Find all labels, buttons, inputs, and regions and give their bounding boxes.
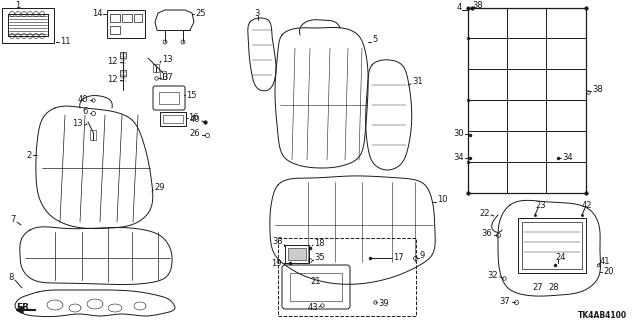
Text: 13: 13: [162, 55, 173, 65]
Text: 13: 13: [72, 119, 83, 129]
Bar: [278, 238, 416, 316]
Text: 11: 11: [60, 37, 70, 46]
Text: TK4AB4100: TK4AB4100: [578, 311, 627, 320]
Text: 33: 33: [272, 237, 283, 246]
Bar: [518, 218, 586, 273]
Text: 40: 40: [77, 94, 88, 103]
Text: 3: 3: [254, 10, 259, 19]
Text: 26: 26: [189, 130, 200, 139]
Text: 38: 38: [592, 85, 603, 94]
Text: 37: 37: [499, 298, 510, 307]
Text: 31: 31: [412, 77, 422, 86]
Bar: [120, 70, 126, 76]
Text: 25: 25: [195, 10, 205, 19]
Text: 8: 8: [8, 274, 14, 283]
Bar: [468, 8, 586, 193]
Text: 12: 12: [108, 58, 118, 67]
Text: 36: 36: [481, 229, 492, 238]
Text: 29: 29: [154, 183, 164, 193]
Text: 7: 7: [11, 215, 16, 225]
Text: 41: 41: [600, 258, 611, 267]
Text: 30: 30: [453, 129, 464, 138]
Bar: [163, 115, 183, 123]
Bar: [290, 273, 342, 301]
Text: 37: 37: [162, 74, 173, 83]
Text: 16: 16: [188, 114, 198, 123]
Text: 17: 17: [393, 253, 404, 262]
Text: 34: 34: [453, 153, 464, 162]
Text: 35: 35: [314, 253, 324, 262]
Text: 6: 6: [83, 108, 88, 116]
Bar: [522, 222, 582, 269]
Text: 19: 19: [271, 259, 282, 268]
Text: 14: 14: [93, 10, 103, 19]
Text: 2: 2: [27, 150, 32, 159]
Text: 40: 40: [189, 116, 200, 124]
Text: 34: 34: [562, 153, 573, 162]
Bar: [285, 245, 309, 263]
Text: 15: 15: [186, 91, 196, 100]
Bar: [110, 14, 120, 22]
Text: 18: 18: [314, 238, 324, 247]
Bar: [2, 8, 54, 43]
Text: 9: 9: [420, 252, 425, 260]
Bar: [288, 248, 306, 260]
Bar: [134, 14, 142, 22]
Bar: [122, 14, 132, 22]
Bar: [160, 71, 166, 79]
Text: 32: 32: [488, 271, 498, 281]
Bar: [160, 112, 186, 126]
Text: 39: 39: [378, 300, 388, 308]
Text: 12: 12: [108, 76, 118, 84]
Text: FR.: FR.: [16, 303, 33, 313]
Text: 5: 5: [372, 36, 377, 44]
Text: 23: 23: [535, 201, 546, 210]
Text: 20: 20: [603, 268, 614, 276]
Text: 21: 21: [311, 277, 321, 286]
Text: 43: 43: [307, 303, 318, 313]
Bar: [153, 64, 159, 72]
Text: 24: 24: [555, 253, 566, 262]
Bar: [107, 10, 145, 38]
Bar: [159, 92, 179, 104]
Text: 10: 10: [437, 196, 447, 204]
Text: 28: 28: [548, 284, 559, 292]
Text: 42: 42: [582, 201, 593, 210]
Bar: [90, 130, 96, 140]
Bar: [110, 26, 120, 34]
Text: 1: 1: [15, 1, 20, 10]
Text: 38: 38: [472, 1, 483, 10]
Text: 27: 27: [532, 284, 543, 292]
Text: 4: 4: [457, 4, 462, 12]
Text: 22: 22: [479, 209, 490, 218]
Bar: [120, 52, 126, 58]
